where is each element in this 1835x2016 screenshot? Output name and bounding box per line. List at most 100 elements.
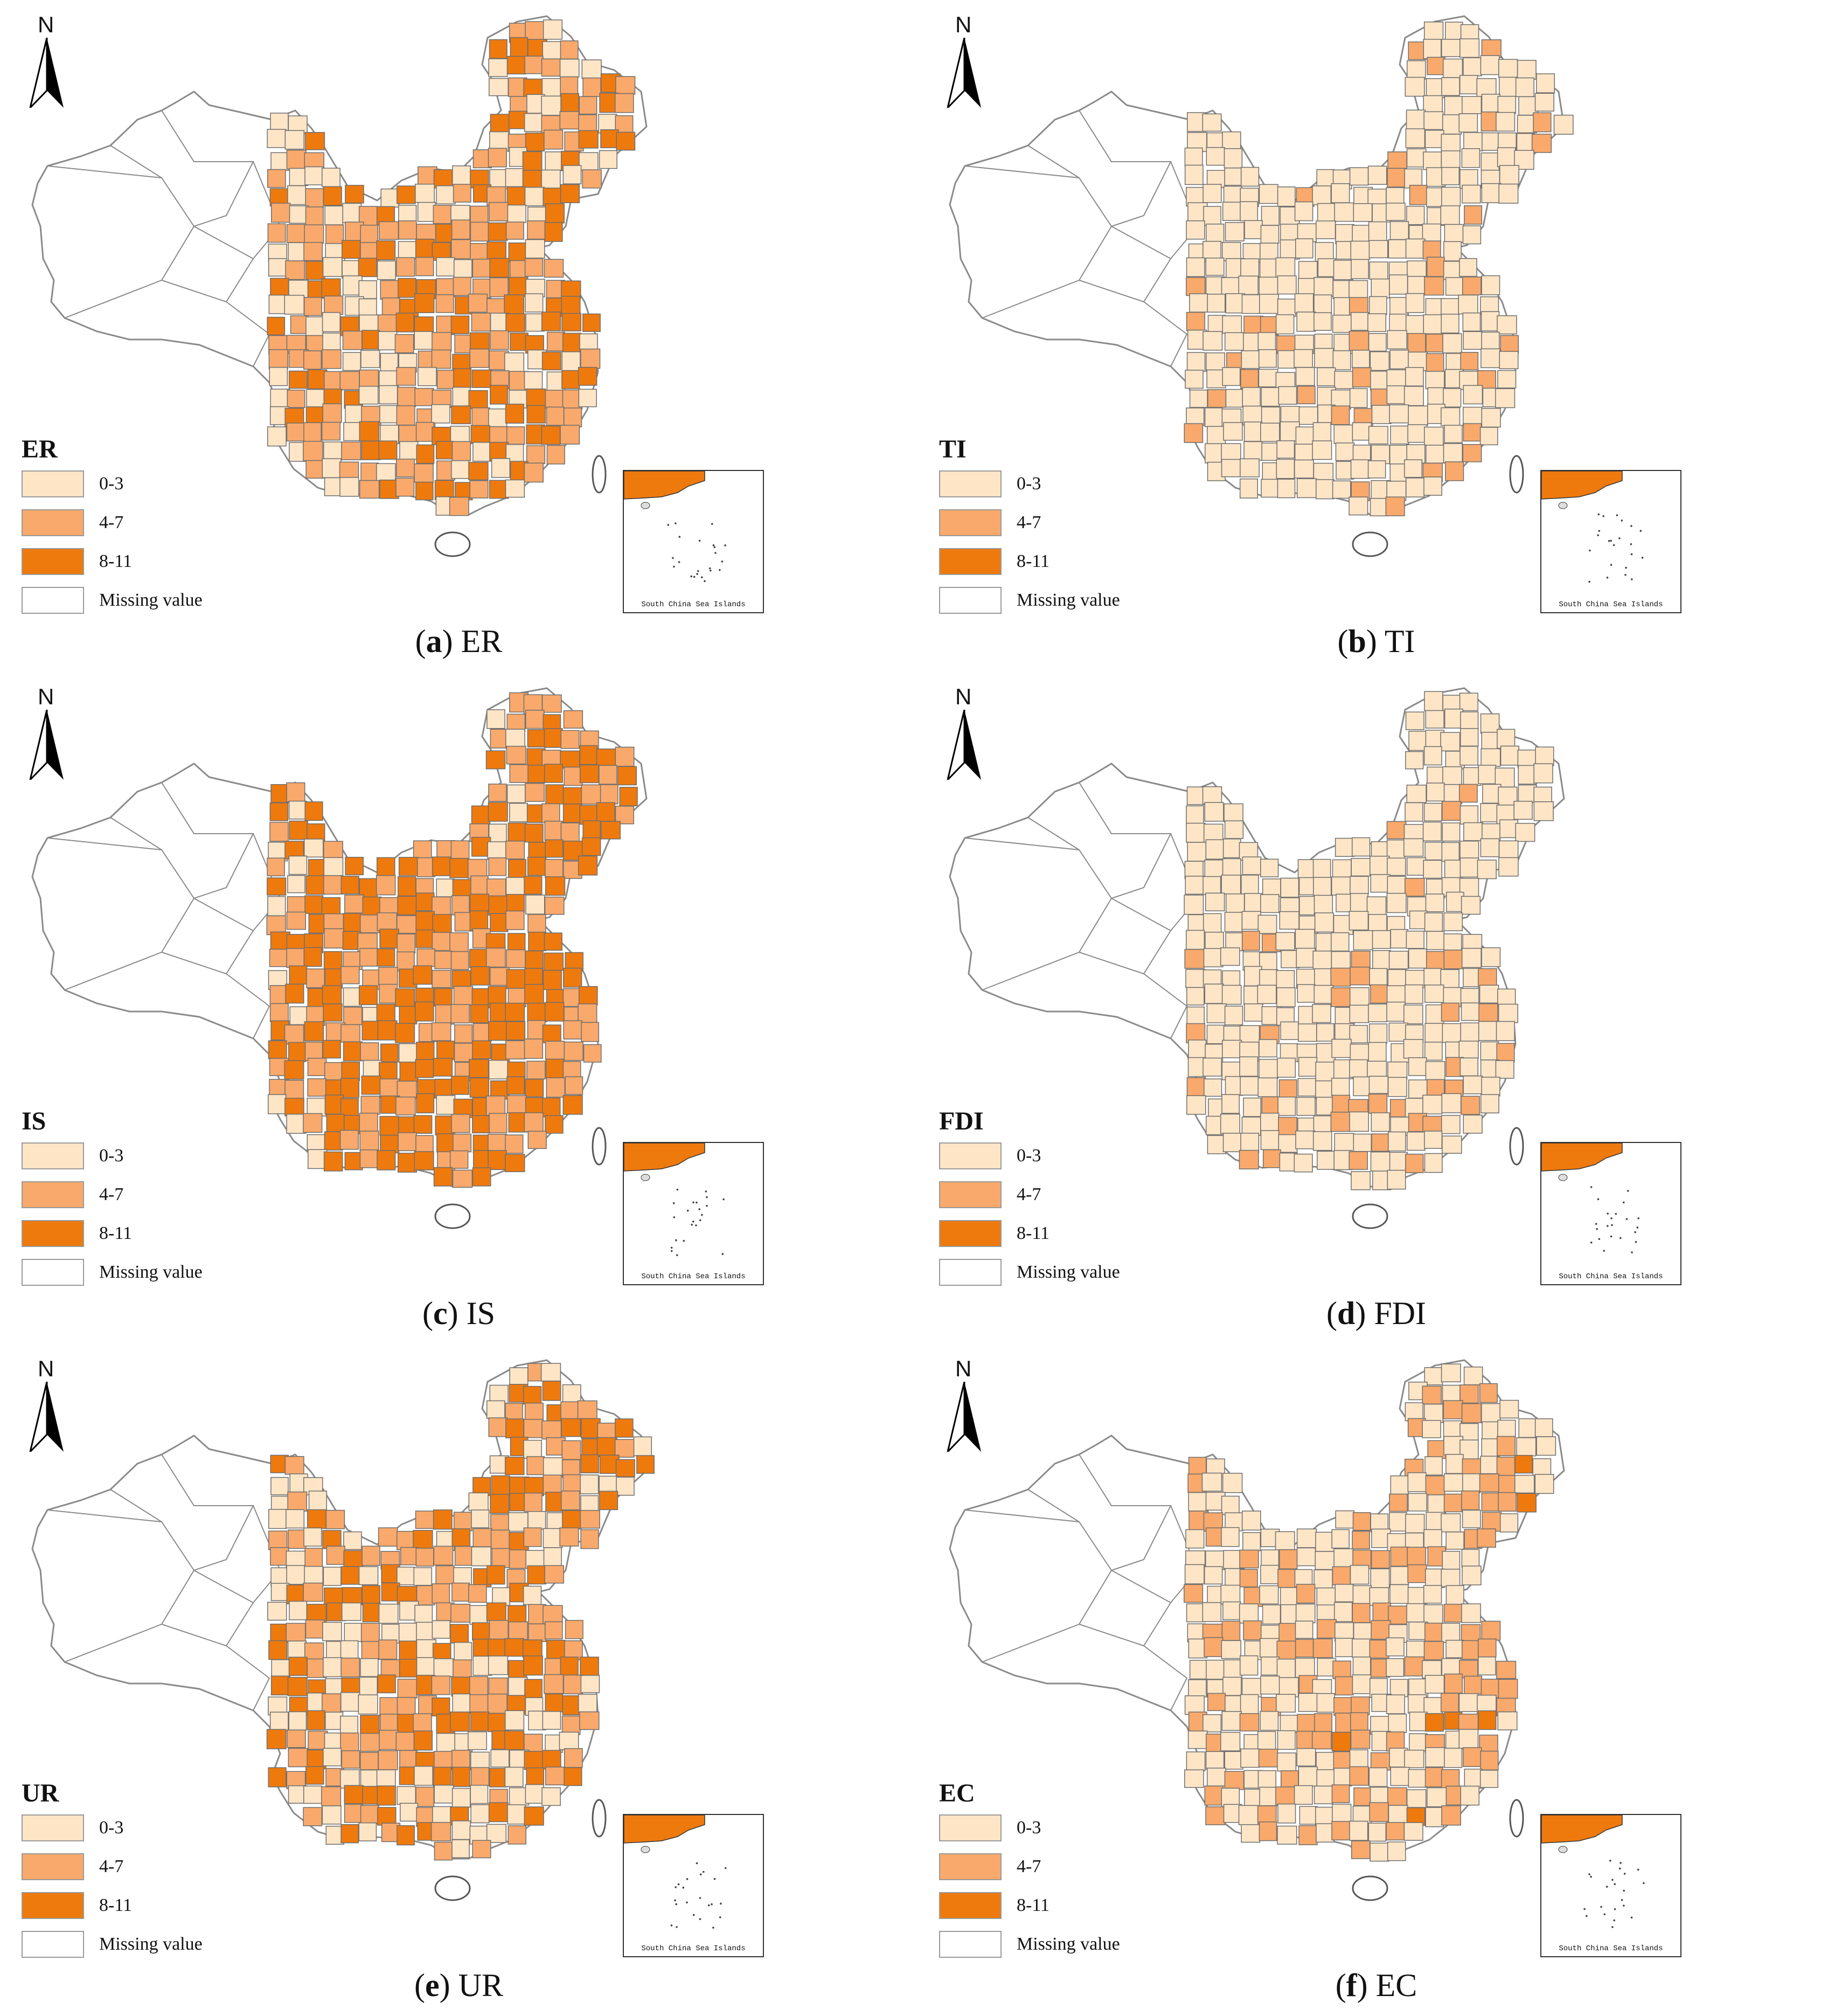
prefecture-region — [395, 313, 414, 332]
prefecture-region — [1390, 1475, 1409, 1495]
prefecture-region — [451, 1113, 470, 1133]
prefecture-region — [1478, 1710, 1497, 1730]
prefecture-region — [450, 1004, 470, 1023]
prefecture-region — [414, 331, 433, 350]
prefecture-region — [434, 951, 453, 969]
prefecture-region — [432, 1583, 450, 1604]
prefecture-region — [343, 1531, 362, 1550]
inset-island — [673, 1216, 676, 1218]
prefecture-region — [1407, 1547, 1427, 1565]
prefecture-region — [1445, 1585, 1464, 1605]
prefecture-region — [432, 914, 452, 933]
prefecture-region — [1462, 184, 1481, 204]
prefecture-region — [322, 312, 341, 332]
inset-island — [1590, 1186, 1593, 1188]
prefecture-region — [1441, 1693, 1459, 1713]
prefecture-region — [523, 1639, 543, 1659]
prefecture-region — [452, 1169, 473, 1188]
inset-island — [712, 544, 715, 546]
taiwan-island — [592, 1127, 607, 1166]
prefecture-region — [1277, 186, 1296, 207]
prefecture-region — [581, 1022, 600, 1042]
prefecture-region — [582, 820, 601, 840]
north-arrow-icon — [947, 710, 981, 780]
prefecture-region — [377, 948, 395, 967]
prefecture-region — [581, 59, 602, 79]
prefecture-region — [1275, 932, 1295, 951]
prefecture-region — [486, 1824, 507, 1843]
prefecture-region — [413, 1713, 432, 1733]
inset-island — [675, 1239, 677, 1242]
prefecture-region — [1294, 459, 1314, 479]
prefecture-region — [322, 1693, 342, 1713]
prefecture-region — [505, 840, 525, 860]
prefecture-region — [469, 1694, 489, 1713]
prefecture-region — [490, 114, 510, 134]
prefecture-region — [1425, 1747, 1445, 1768]
prefecture-region — [267, 877, 287, 896]
prefecture-region — [1295, 1639, 1314, 1658]
prefecture-region — [358, 258, 377, 278]
prefecture-region — [1204, 1078, 1222, 1097]
prefecture-region — [418, 366, 437, 386]
prefecture-region — [1407, 333, 1426, 353]
prefecture-region — [1423, 860, 1442, 879]
prefecture-region — [580, 1657, 599, 1676]
inset-island — [712, 1927, 714, 1929]
prefecture-region — [304, 224, 324, 244]
prefecture-region — [1206, 426, 1226, 445]
prefecture-region — [397, 1530, 416, 1550]
prefecture-region — [1224, 1006, 1243, 1026]
prefecture-region — [524, 1078, 544, 1097]
prefecture-region — [379, 1729, 399, 1750]
prefecture-region — [1422, 240, 1441, 260]
prefecture-region — [1221, 985, 1242, 1005]
prefecture-region — [1239, 1025, 1260, 1044]
prefecture-region — [1423, 968, 1442, 987]
inset-island — [697, 570, 699, 572]
prefecture-region — [305, 460, 326, 479]
prefecture-region — [286, 1565, 305, 1585]
prefecture-region — [1408, 948, 1427, 969]
prefecture-region — [546, 1077, 566, 1098]
legend-swatch — [939, 1892, 1002, 1919]
prefecture-region — [1349, 1820, 1368, 1841]
prefecture-region — [340, 1640, 359, 1661]
prefecture-region — [1407, 1564, 1427, 1583]
inset-island — [670, 1250, 673, 1252]
prefecture-region — [1443, 388, 1462, 407]
prefecture-region — [288, 855, 308, 875]
prefecture-region — [288, 1711, 307, 1731]
prefecture-region — [1350, 876, 1369, 895]
province-boundary — [226, 973, 270, 1039]
inset-island — [673, 565, 675, 568]
prefecture-region — [615, 806, 635, 825]
prefecture-region — [1386, 1822, 1405, 1841]
prefecture-region — [1295, 1658, 1315, 1678]
prefecture-region — [1222, 1601, 1241, 1620]
prefecture-region — [543, 1547, 562, 1567]
prefecture-region — [1221, 1620, 1241, 1641]
prefecture-region — [544, 222, 563, 242]
prefecture-region — [1443, 58, 1463, 78]
prefecture-region — [1481, 732, 1500, 752]
prefecture-region — [1353, 1622, 1373, 1641]
prefecture-region — [522, 170, 543, 190]
prefecture-region — [1499, 819, 1519, 839]
prefecture-region — [1333, 297, 1352, 317]
prefecture-region — [1184, 1564, 1205, 1584]
prefecture-region — [1221, 443, 1241, 462]
prefecture-region — [413, 1567, 433, 1586]
prefecture-region — [326, 1546, 345, 1565]
prefecture-region — [1462, 1565, 1482, 1585]
prefecture-region — [1297, 984, 1316, 1003]
inset-island — [704, 580, 706, 583]
prefecture-region — [415, 1786, 435, 1807]
prefecture-region — [1260, 1675, 1280, 1695]
prefecture-region — [1316, 1693, 1335, 1713]
prefecture-region — [1370, 1568, 1390, 1588]
prefecture-region — [1445, 1532, 1464, 1550]
inset-island — [1631, 1251, 1633, 1253]
prefecture-region — [449, 1150, 469, 1169]
legend-item: 0-3 — [22, 465, 203, 503]
